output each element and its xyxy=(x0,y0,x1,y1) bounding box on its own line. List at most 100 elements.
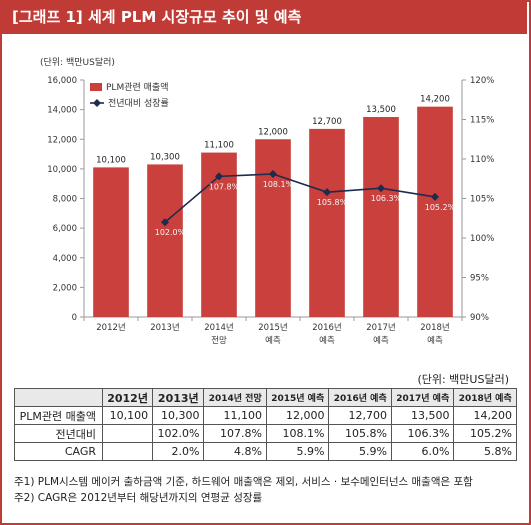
y-tick-label-left: 6,000 xyxy=(53,224,77,234)
combo-chart: (단위: 백만US달러) 0 2,000 4,000 6,000 8,000 10,000 1… xyxy=(40,56,494,346)
bar-value-label: 12,700 xyxy=(312,117,342,127)
bar xyxy=(147,164,183,317)
y-tick-label-right: 95% xyxy=(470,274,489,284)
y-tick-label-left: 12,000 xyxy=(47,135,77,145)
bar xyxy=(309,128,345,317)
table-cell: 13,500 xyxy=(390,406,455,425)
line-point xyxy=(161,218,169,227)
table-cell: 10,100 xyxy=(102,406,154,425)
bar-value-label: 12,000 xyxy=(258,127,288,137)
table-row: PLM관련 매출액 10,100 10,300 11,100 12,000 12… xyxy=(13,406,517,425)
legend-label: PLM관련 매출액 xyxy=(106,81,168,93)
table-cell: 102.0% xyxy=(152,424,205,443)
line-point xyxy=(431,192,439,201)
growth-line xyxy=(164,173,436,223)
table-cell: 5.9% xyxy=(328,442,392,461)
x-tick-sublabel: 예측 xyxy=(373,335,389,346)
col-header: 2012년 xyxy=(102,388,154,407)
x-tick-sublabel: 예측 xyxy=(319,335,335,346)
y-tick-label-left: 2,000 xyxy=(53,283,77,293)
y-tick-label-right: 115% xyxy=(470,116,494,126)
x-tick-label: 2012년 xyxy=(96,322,125,333)
bar-value-label: 11,100 xyxy=(204,141,234,151)
y-tick-label-left: 14,000 xyxy=(47,106,77,116)
table-cell xyxy=(102,424,154,443)
y-tick-label-right: 110% xyxy=(470,155,494,165)
table-cell xyxy=(102,442,154,461)
y-tick-label-right: 105% xyxy=(470,195,494,205)
line-value-label: 105.8% xyxy=(317,198,348,207)
y-tick-label-right: 90% xyxy=(470,313,489,323)
row-label: PLM관련 매출액 xyxy=(13,406,104,425)
table-row: CAGR 2.0% 4.8% 5.9% 5.9% 6.0% 5.8% xyxy=(13,442,517,461)
table-cell: 107.8% xyxy=(203,424,267,443)
table-cell: 4.8% xyxy=(203,442,267,461)
col-header: 2018년 예측 xyxy=(453,388,517,407)
col-header: 2016년 예측 xyxy=(328,388,392,407)
y-tick-label-left: 16,000 xyxy=(47,76,77,86)
line-point xyxy=(215,172,223,181)
row-label: CAGR xyxy=(13,442,104,461)
table-cell: 11,100 xyxy=(203,406,267,425)
x-tick-label: 2014년 xyxy=(204,322,233,333)
table-cell: 105.2% xyxy=(453,424,517,443)
footnote: 주1) PLM시스템 메이커 출하금액 기준, 하드웨어 매출액은 제외, 서비… xyxy=(14,476,473,488)
x-tick-label: 2015년 xyxy=(258,322,287,333)
col-header: 2013년 xyxy=(152,388,205,407)
table-cell: 5.8% xyxy=(453,442,517,461)
bar-value-label: 14,200 xyxy=(420,95,450,105)
y-tick-label-left: 8,000 xyxy=(53,195,77,205)
x-tick-sublabel: 예측 xyxy=(427,335,443,346)
bar-value-label: 10,300 xyxy=(150,152,180,162)
row-label: 전년대비 xyxy=(13,424,104,443)
table-cell: 12,700 xyxy=(328,406,392,425)
legend-swatch-bar xyxy=(90,83,102,91)
bar xyxy=(417,106,453,317)
x-tick-label: 2018년 xyxy=(420,322,449,333)
table-cell: 108.1% xyxy=(265,424,330,443)
table-cell: 5.9% xyxy=(265,442,330,461)
table-cell: 10,300 xyxy=(152,406,205,425)
legend-swatch-marker xyxy=(93,99,101,107)
table-header-row: 2012년 2013년 2014년 전망 2015년 예측 2016년 예측 2… xyxy=(13,388,517,407)
footnote: 주2) CAGR은 2012년부터 해당년까지의 연평균 성장률 xyxy=(14,492,263,504)
col-header: 2017년 예측 xyxy=(390,388,455,407)
figure-title: [그래프 1] 세계 PLM 시장규모 추이 및 예측 xyxy=(0,0,527,34)
x-tick-label: 2013년 xyxy=(150,322,179,333)
x-tick-sublabel: 전망 xyxy=(211,335,227,346)
table-cell: 6.0% xyxy=(390,442,455,461)
line-point xyxy=(269,170,277,179)
table-cell: 14,200 xyxy=(453,406,517,425)
x-tick-label: 2017년 xyxy=(366,322,395,333)
line-point xyxy=(377,184,385,193)
table-unit-label: (단위: 백만US달러) xyxy=(417,373,509,386)
chart-unit-label: (단위: 백만US달러) xyxy=(40,56,115,68)
footnotes: 주1) PLM시스템 메이커 출하금액 기준, 하드웨어 매출액은 제외, 서비… xyxy=(14,474,473,506)
line-value-label: 105.2% xyxy=(425,203,456,212)
col-header: 2014년 전망 xyxy=(203,388,267,407)
x-tick-label: 2016년 xyxy=(312,322,341,333)
table-cell: 12,000 xyxy=(265,406,330,425)
x-tick-sublabel: 예측 xyxy=(265,335,281,346)
line-value-label: 107.8% xyxy=(209,182,240,191)
bar xyxy=(363,117,399,317)
bar-value-label: 13,500 xyxy=(366,105,396,115)
bar-value-label: 10,100 xyxy=(96,155,126,165)
y-tick-label-left: 0 xyxy=(72,313,77,323)
data-table: 2012년 2013년 2014년 전망 2015년 예측 2016년 예측 2… xyxy=(13,388,517,461)
table-cell: 105.8% xyxy=(328,424,392,443)
table-cell: 2.0% xyxy=(152,442,205,461)
line-value-label: 102.0% xyxy=(155,228,186,237)
bar xyxy=(255,139,291,317)
col-header: 2015년 예측 xyxy=(265,388,330,407)
legend-label: 전년대비 성장률 xyxy=(108,98,169,109)
table-cell: 106.3% xyxy=(390,424,455,443)
y-tick-label-right: 100% xyxy=(470,234,494,244)
bar xyxy=(93,167,129,317)
chart-area: (단위: 백만US달러) 0 2,000 4,000 6,000 8,000 10,000 1… xyxy=(10,42,519,360)
y-tick-label-left: 10,000 xyxy=(47,165,77,175)
table-corner xyxy=(13,388,104,407)
table-row: 전년대비 102.0% 107.8% 108.1% 105.8% 106.3% … xyxy=(13,424,517,443)
y-tick-label-right: 120% xyxy=(470,76,494,86)
line-value-label: 106.3% xyxy=(371,194,402,203)
